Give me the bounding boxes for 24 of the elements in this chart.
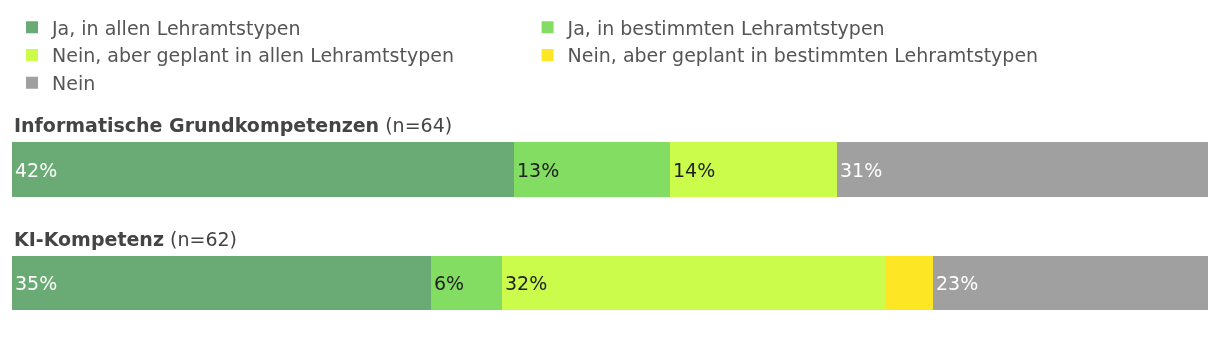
bar bbox=[670, 142, 837, 197]
legend-label: Nein, aber geplant in allen Lehramtstypen bbox=[52, 44, 454, 67]
bar bbox=[837, 142, 1208, 197]
data-label: 35% bbox=[15, 272, 58, 294]
data-label: 23% bbox=[936, 272, 979, 294]
legend-label: Nein, aber geplant in bestimmten Lehramtstypen bbox=[567, 44, 1039, 67]
bar bbox=[514, 142, 670, 197]
bar bbox=[431, 256, 502, 310]
bar bbox=[12, 142, 514, 197]
data-label: 13% bbox=[517, 158, 560, 181]
bar bbox=[502, 256, 885, 310]
bar bbox=[12, 256, 431, 310]
y-tick-label: Informatische Grundkompetenzen (n=64) bbox=[14, 114, 453, 136]
legend-label: Ja, in bestimmten Lehramtstypen bbox=[566, 16, 885, 39]
legend-label: Ja, in allen Lehramtstypen bbox=[51, 16, 301, 39]
data-label: 14% bbox=[673, 158, 716, 181]
y-tick-label: KI-Kompetenz (n=62) bbox=[14, 228, 237, 250]
bar bbox=[933, 256, 1208, 310]
data-label: 6% bbox=[434, 272, 465, 294]
data-label: 32% bbox=[505, 272, 548, 294]
bar bbox=[885, 256, 933, 310]
legend-label: Nein bbox=[52, 72, 96, 95]
data-label: 31% bbox=[840, 158, 883, 181]
data-label: 42% bbox=[15, 158, 58, 181]
